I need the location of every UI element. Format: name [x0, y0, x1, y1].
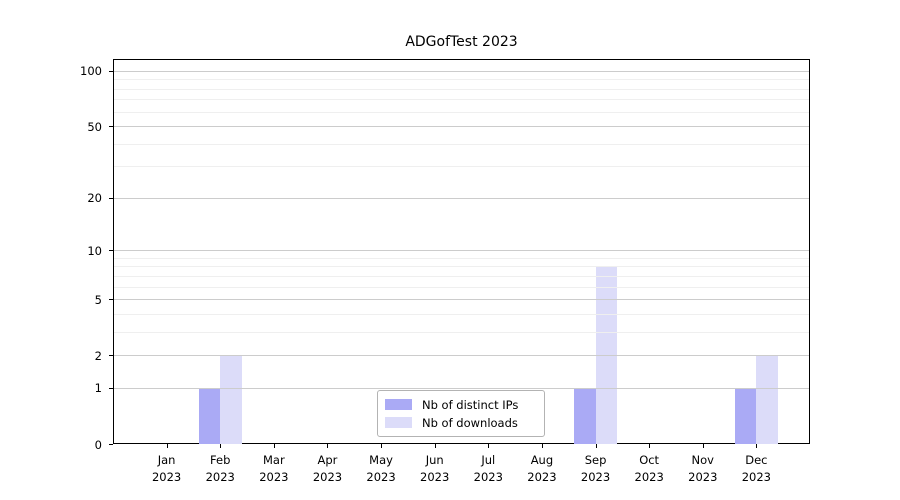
x-tick-label-may: May 2023 — [351, 452, 411, 486]
legend-label-distinct-ips: Nb of distinct IPs — [422, 397, 519, 412]
legend-swatch-downloads — [385, 417, 412, 428]
x-tick-month: Oct — [639, 453, 660, 467]
x-tick-label-jun: Jun 2023 — [405, 452, 465, 486]
y-tick-label: 20 — [87, 191, 102, 206]
x-tick-label-aug: Aug 2023 — [512, 452, 572, 486]
x-tick-label-feb: Feb 2023 — [190, 452, 250, 486]
major-gridline — [114, 299, 809, 301]
x-tick-mark — [166, 444, 168, 448]
x-tick-year: 2023 — [151, 470, 182, 484]
major-gridline — [114, 355, 809, 357]
x-tick-month: May — [369, 453, 393, 467]
legend-label-downloads: Nb of downloads — [422, 415, 518, 430]
legend: Nb of distinct IPs Nb of downloads — [377, 390, 545, 437]
x-tick-mark — [595, 444, 597, 448]
x-tick-year: 2023 — [473, 470, 503, 484]
x-tick-mark — [488, 444, 490, 448]
x-tick-month: Nov — [691, 453, 714, 467]
minor-gridline — [114, 286, 809, 288]
minor-gridline — [114, 88, 809, 90]
y-tick-mark — [109, 444, 113, 445]
x-tick-label-jan: Jan 2023 — [137, 452, 197, 486]
x-tick-mark — [434, 444, 436, 448]
minor-gridline — [114, 143, 809, 145]
y-tick-label: 100 — [80, 64, 102, 79]
minor-gridline — [114, 266, 809, 268]
major-gridline — [114, 126, 809, 128]
bar-distinct-ips-feb — [198, 387, 221, 444]
bar-downloads-feb — [220, 355, 242, 444]
legend-item-downloads: Nb of downloads — [385, 415, 536, 430]
x-tick-year: 2023 — [366, 470, 396, 484]
x-tick-mark — [756, 444, 758, 448]
x-tick-mark — [702, 444, 704, 448]
major-gridline — [114, 70, 809, 72]
x-tick-year: 2023 — [420, 470, 450, 484]
minor-gridline — [114, 79, 809, 81]
chart-title: ADGofTest 2023 — [405, 34, 518, 50]
minor-gridline — [114, 257, 809, 259]
x-tick-month: Aug — [530, 453, 554, 467]
x-tick-label-oct: Oct 2023 — [619, 452, 679, 486]
minor-gridline — [114, 313, 809, 315]
bar-downloads-dec — [756, 355, 778, 444]
major-gridline — [114, 387, 809, 389]
y-tick-label: 1 — [94, 381, 102, 396]
x-tick-label-apr: Apr 2023 — [297, 452, 357, 486]
x-tick-mark — [220, 444, 222, 448]
x-tick-month: Apr — [317, 453, 338, 467]
y-tick-mark — [109, 197, 113, 199]
x-tick-month: Sep — [584, 453, 607, 467]
y-tick-label: 0 — [94, 437, 102, 452]
minor-gridline — [114, 111, 809, 113]
x-tick-label-mar: Mar 2023 — [244, 452, 304, 486]
x-tick-year: 2023 — [580, 470, 611, 484]
y-tick-mark — [109, 70, 113, 72]
x-tick-year: 2023 — [634, 470, 664, 484]
y-tick-label: 50 — [87, 119, 102, 134]
x-tick-mark — [273, 444, 275, 448]
y-tick-label: 10 — [87, 243, 102, 258]
minor-gridline — [114, 331, 809, 333]
y-tick-mark — [109, 387, 113, 389]
x-tick-month: Feb — [210, 453, 231, 467]
plot-area — [113, 59, 810, 444]
x-tick-year: 2023 — [205, 470, 235, 484]
legend-swatch-distinct-ips — [385, 399, 412, 410]
x-tick-label-jul: Jul 2023 — [458, 452, 518, 486]
minor-gridline — [114, 99, 809, 101]
x-tick-month: Jul — [481, 453, 496, 467]
minor-gridline — [114, 166, 809, 168]
minor-gridline — [114, 275, 809, 277]
x-tick-month: Mar — [262, 453, 285, 467]
x-tick-month: Dec — [745, 453, 768, 467]
x-tick-label-dec: Dec 2023 — [726, 452, 786, 486]
major-gridline — [114, 250, 809, 252]
x-tick-label-nov: Nov 2023 — [673, 452, 733, 486]
x-tick-label-sep: Sep 2023 — [566, 452, 626, 486]
x-tick-mark — [541, 444, 543, 448]
y-tick-label: 5 — [94, 292, 102, 307]
y-tick-mark — [109, 250, 113, 252]
x-tick-year: 2023 — [688, 470, 718, 484]
y-tick-label: 2 — [94, 348, 102, 363]
legend-item-distinct-ips: Nb of distinct IPs — [385, 397, 536, 412]
x-tick-year: 2023 — [741, 470, 772, 484]
x-tick-year: 2023 — [312, 470, 343, 484]
x-tick-year: 2023 — [259, 470, 289, 484]
bar-distinct-ips-dec — [734, 387, 757, 444]
x-tick-month: Jun — [425, 453, 444, 467]
x-tick-mark — [327, 444, 329, 448]
x-tick-year: 2023 — [527, 470, 557, 484]
bar-distinct-ips-sep — [574, 387, 596, 444]
x-tick-mark — [381, 444, 383, 448]
y-tick-mark — [109, 299, 113, 301]
major-gridline — [114, 197, 809, 199]
y-tick-mark — [109, 355, 113, 357]
y-tick-mark — [109, 126, 113, 128]
x-tick-mark — [649, 444, 651, 448]
x-tick-month: Jan — [157, 453, 176, 467]
